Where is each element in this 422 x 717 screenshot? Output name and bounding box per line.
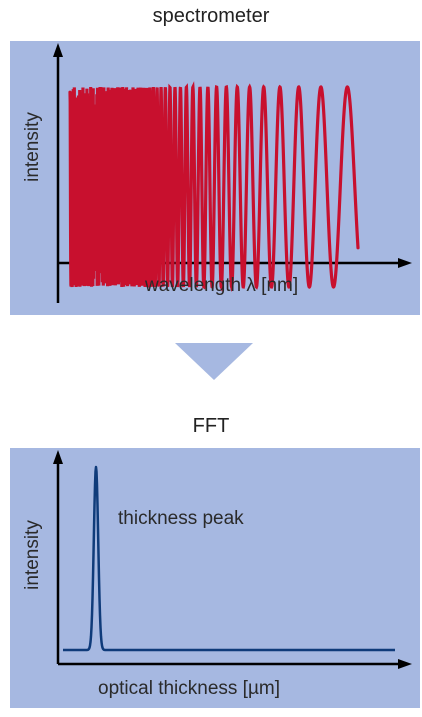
spectrometer-panel: intensity wavelength λ [nm]: [10, 41, 420, 315]
thickness-peak-curve: [62, 465, 396, 652]
x-axis-arrow: [398, 659, 412, 669]
y-axis-arrow: [53, 450, 63, 464]
fft-x-label: optical thickness [µm]: [98, 678, 281, 699]
fft-plot: [53, 450, 412, 669]
spectrometer-y-label: intensity: [22, 112, 43, 182]
down-arrow: [175, 343, 253, 380]
triangle-down-icon: [175, 343, 253, 380]
spectrometer-plot: [53, 43, 412, 303]
fft-y-label: intensity: [22, 520, 43, 590]
x-axis-arrow: [398, 258, 412, 268]
y-axis-arrow: [53, 43, 63, 57]
thickness-peak-label: thickness peak: [118, 508, 244, 529]
interference-spectrum-curve: [68, 81, 360, 293]
fft-panel: intensity thickness peak optical thickne…: [10, 448, 420, 708]
spectrometer-x-label: wavelength λ [nm]: [145, 275, 299, 296]
fft-title: FFT: [192, 415, 230, 437]
spectrometer-title: spectrometer: [152, 5, 270, 27]
